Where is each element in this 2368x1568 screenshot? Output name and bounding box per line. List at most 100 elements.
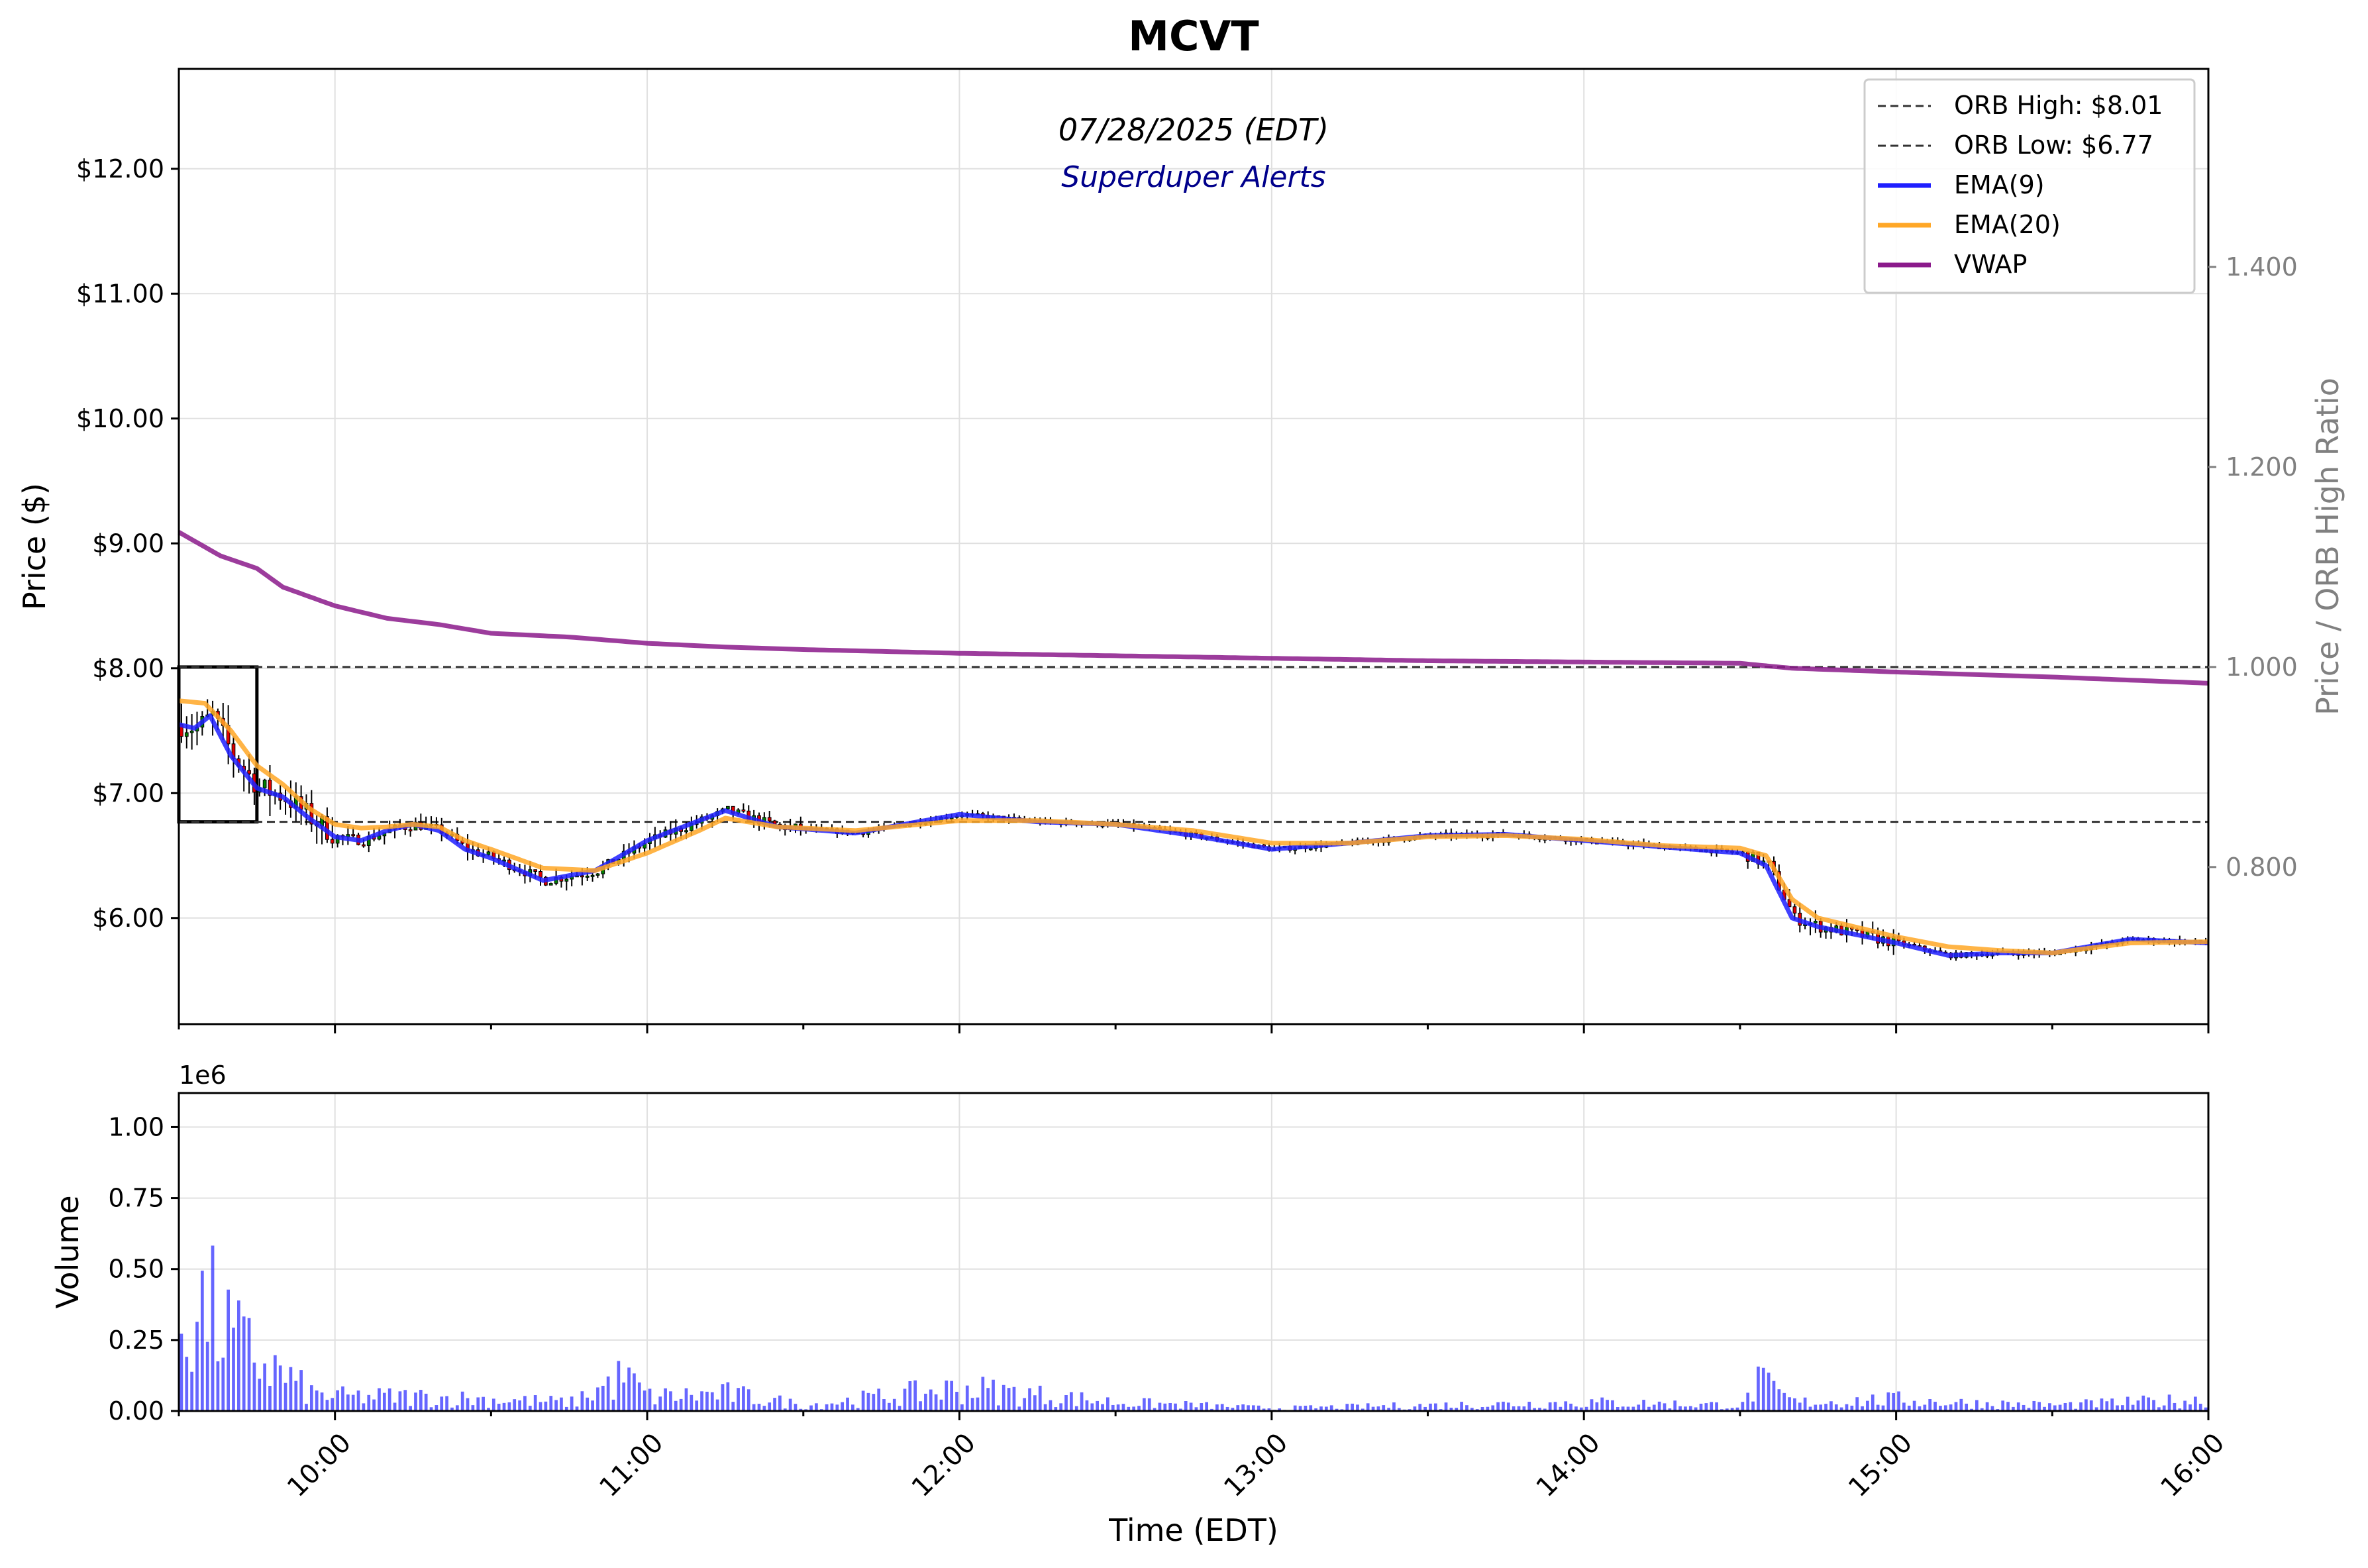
volume-bar xyxy=(2131,1404,2135,1411)
volume-bar xyxy=(1538,1408,1541,1411)
volume-bar xyxy=(1314,1408,1317,1411)
volume-bar xyxy=(1179,1408,1182,1411)
volume-bar xyxy=(351,1394,355,1411)
volume-bar xyxy=(1054,1407,1058,1411)
volume-bar xyxy=(986,1388,990,1411)
volume-bar xyxy=(1850,1405,1854,1411)
candle-body xyxy=(548,883,553,886)
volume-bar xyxy=(1772,1381,1776,1411)
volume-bar xyxy=(1116,1404,1120,1411)
volume-bar xyxy=(705,1391,709,1411)
volume-bar xyxy=(1814,1404,1818,1411)
volume-bar xyxy=(1267,1408,1271,1411)
volume-bar xyxy=(606,1376,610,1411)
volume-bar xyxy=(382,1392,386,1411)
volume-bar xyxy=(929,1389,933,1411)
volume-bar xyxy=(913,1380,917,1411)
volume-bar xyxy=(622,1382,626,1411)
volume-bar xyxy=(1064,1395,1068,1411)
volume-bar xyxy=(1559,1406,1563,1411)
volume-bar xyxy=(2027,1408,2031,1411)
volume-bar xyxy=(1918,1406,1922,1411)
volume-bar xyxy=(424,1393,428,1411)
volume-bar xyxy=(236,1300,240,1411)
volume-bar xyxy=(211,1245,215,1411)
volume-bar xyxy=(591,1400,594,1411)
volume-bar xyxy=(1715,1402,1718,1411)
volume-bar xyxy=(2141,1395,2145,1411)
volume-bar xyxy=(643,1390,646,1411)
volume-bar xyxy=(1480,1406,1484,1411)
volume-bar xyxy=(1506,1402,1510,1411)
volume-bar xyxy=(2012,1406,2015,1411)
volume-bar xyxy=(866,1392,870,1411)
volume-bar xyxy=(872,1394,876,1411)
volume-bar xyxy=(1876,1404,1880,1411)
volume-bar xyxy=(1111,1404,1115,1411)
volume-bar xyxy=(309,1385,313,1411)
legend-label-ema9: EMA(9) xyxy=(1954,170,2045,199)
volume-bar xyxy=(575,1406,579,1411)
volume-bar xyxy=(1569,1403,1572,1411)
volume-bar xyxy=(1074,1406,1078,1411)
subtitle-date: 07/28/2025 (EDT) xyxy=(1058,112,1329,148)
volume-bar xyxy=(1429,1403,1432,1411)
volume-bar xyxy=(715,1399,719,1411)
volume-bar xyxy=(1387,1408,1390,1411)
volume-bar xyxy=(1657,1401,1661,1411)
volume-bar xyxy=(846,1397,849,1411)
volume-bar xyxy=(1694,1407,1698,1411)
volume-bar xyxy=(1433,1403,1437,1411)
volume-bar xyxy=(1033,1395,1037,1411)
volume-bar xyxy=(455,1405,459,1411)
volume-bar xyxy=(611,1399,615,1411)
volume-bar xyxy=(1143,1398,1146,1411)
volume-bar xyxy=(554,1400,558,1411)
volume-bar xyxy=(2147,1397,2151,1411)
volume-bar xyxy=(1491,1405,1495,1411)
candle-body xyxy=(1308,848,1313,851)
volume-bar xyxy=(1970,1408,1973,1411)
volume-bar xyxy=(1210,1408,1213,1411)
volume-bar xyxy=(1637,1404,1641,1411)
volume-bar xyxy=(1096,1400,1100,1411)
volume-bar xyxy=(950,1381,954,1411)
volume-bar xyxy=(1699,1403,1703,1411)
volume-bar xyxy=(1990,1406,1994,1411)
volume-bar xyxy=(1767,1373,1771,1411)
volume-bar xyxy=(502,1402,506,1411)
legend-label-ema20: EMA(20) xyxy=(1954,210,2061,239)
volume-bar xyxy=(1761,1367,1765,1411)
volume-bar xyxy=(1017,1406,1021,1411)
volume-bar xyxy=(1892,1392,1896,1411)
candle-body xyxy=(725,806,730,810)
volume-bar xyxy=(924,1393,927,1411)
volume-bar xyxy=(403,1390,407,1411)
volume-bar xyxy=(200,1271,204,1411)
volume-bar xyxy=(2194,1396,2197,1411)
volume-bar xyxy=(1376,1406,1380,1411)
volume-bar xyxy=(648,1388,652,1411)
volume-bar xyxy=(1194,1407,1198,1411)
volume-bar xyxy=(679,1398,683,1411)
volume-bar xyxy=(1985,1402,1989,1411)
volume-bar xyxy=(1470,1408,1474,1411)
volume-bar xyxy=(1257,1405,1261,1411)
volume-bar xyxy=(491,1398,495,1411)
volume-bar xyxy=(1153,1408,1157,1411)
vwap-line xyxy=(178,530,2209,686)
candle-body xyxy=(351,834,356,837)
volume-bar xyxy=(1684,1406,1687,1411)
volume-bar xyxy=(1486,1406,1490,1411)
candle-body xyxy=(262,780,267,788)
volume-bar xyxy=(2105,1401,2109,1411)
volume-bar xyxy=(429,1407,433,1411)
volume-bar xyxy=(903,1388,907,1411)
volume-bar xyxy=(2048,1403,2051,1411)
volume-bar xyxy=(450,1407,454,1411)
volume-bar xyxy=(960,1404,964,1411)
volume-bar xyxy=(1975,1400,1979,1411)
volume-bar xyxy=(1553,1402,1557,1411)
candle-body xyxy=(741,810,746,812)
volume-bar xyxy=(1751,1401,1755,1411)
